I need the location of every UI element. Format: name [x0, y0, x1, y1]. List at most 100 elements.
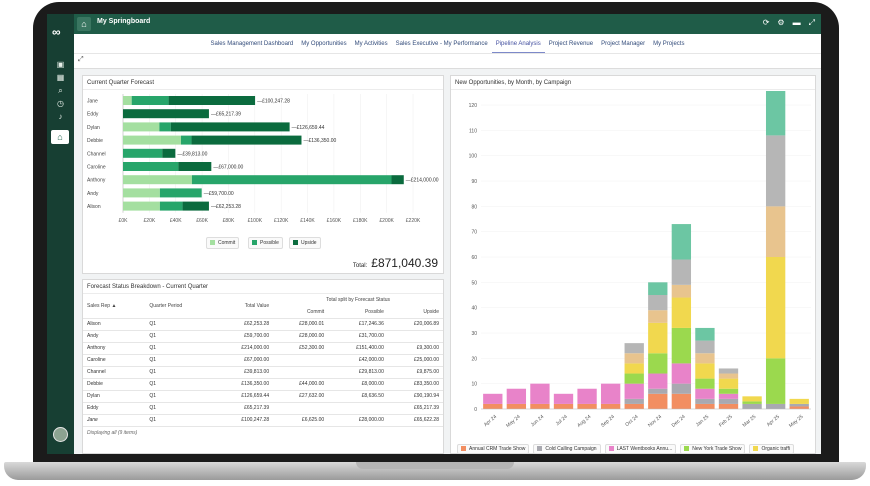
column-segment[interactable]: [695, 327, 715, 341]
tab-my-opportunities[interactable]: My Opportunities: [301, 41, 347, 47]
column-segment[interactable]: [718, 368, 739, 374]
column-segment[interactable]: [695, 363, 715, 379]
column-segment[interactable]: [648, 388, 668, 394]
column-segment[interactable]: [648, 322, 668, 354]
home-icon[interactable]: ⌂: [51, 130, 69, 144]
col-upside[interactable]: Upside: [387, 306, 443, 319]
column-segment[interactable]: [765, 206, 786, 257]
column-segment[interactable]: [671, 363, 692, 384]
tab-my-activities[interactable]: My Activities: [354, 41, 388, 47]
column-segment[interactable]: [718, 403, 739, 409]
forecast-bar-commit[interactable]: [123, 122, 160, 132]
forecast-bar-upside[interactable]: [191, 135, 302, 145]
column-segment[interactable]: [765, 257, 786, 359]
grid-icon[interactable]: ▦: [56, 73, 65, 82]
column-segment[interactable]: [671, 393, 692, 409]
forecast-bar-possible[interactable]: [181, 135, 192, 145]
sort-asc-icon[interactable]: ▲: [111, 302, 117, 309]
forecast-bar-possible[interactable]: [123, 162, 179, 171]
forecast-bar-upside[interactable]: [182, 201, 209, 211]
contacts-icon[interactable]: ▣: [56, 60, 65, 69]
table-row[interactable]: Debbie Q1 £136,350.00 £44,000.00 £8,000.00 £8…: [83, 378, 443, 391]
avatar[interactable]: [53, 427, 68, 442]
column-segment[interactable]: [624, 383, 644, 399]
column-segment[interactable]: [577, 388, 597, 404]
legend-item[interactable]: New York Trade Show: [680, 444, 746, 454]
column-segment[interactable]: [483, 393, 503, 404]
forecast-bar-possible[interactable]: [123, 148, 163, 158]
col-possible[interactable]: Possible: [328, 306, 388, 319]
column-segment[interactable]: [600, 383, 621, 404]
bell-icon[interactable]: ♪: [58, 112, 63, 121]
table-row[interactable]: Caroline Q1 £67,000.00 £42,000.00 £25,000.00: [83, 354, 443, 367]
legend-item[interactable]: Cold Calling Campaign: [533, 444, 601, 454]
column-segment[interactable]: [624, 363, 644, 374]
column-segment[interactable]: [624, 398, 644, 404]
table-row[interactable]: Channel Q1 £39,813.00 £29,813.00 £9,875.00: [83, 366, 443, 379]
column-segment[interactable]: [624, 343, 644, 354]
forecast-bar-upside[interactable]: [123, 109, 209, 119]
column-segment[interactable]: [718, 388, 739, 394]
column-segment[interactable]: [648, 353, 668, 374]
forecast-bar-upside[interactable]: [178, 162, 212, 171]
forecast-bar-commit[interactable]: [123, 188, 160, 198]
column-segment[interactable]: [765, 91, 786, 136]
tab-sales-management-dashboard[interactable]: Sales Management Dashboard: [210, 41, 294, 47]
refresh-icon[interactable]: ⟳: [762, 18, 770, 27]
column-segment[interactable]: [624, 353, 644, 364]
column-segment[interactable]: [483, 403, 503, 409]
column-segment[interactable]: [648, 295, 668, 311]
column-segment[interactable]: [648, 282, 668, 295]
tab-my-projects[interactable]: My Projects: [653, 41, 685, 47]
column-segment[interactable]: [671, 383, 692, 394]
legend-commit[interactable]: Commit: [206, 237, 240, 249]
column-segment[interactable]: [765, 135, 786, 207]
column-segment[interactable]: [671, 284, 692, 298]
forecast-bar-possible[interactable]: [191, 175, 392, 185]
column-segment[interactable]: [624, 373, 644, 384]
column-segment[interactable]: [765, 358, 786, 404]
column-segment[interactable]: [648, 310, 668, 323]
column-segment[interactable]: [506, 403, 527, 409]
column-segment[interactable]: [671, 327, 692, 364]
column-segment[interactable]: [648, 373, 668, 389]
forecast-bar-commit[interactable]: [123, 201, 160, 211]
col-commit[interactable]: Commit: [273, 306, 329, 319]
table-row[interactable]: Alison Q1 £62,253.28 £28,000.01 £17,246.36 £2…: [83, 318, 443, 331]
tab-project-manager[interactable]: Project Manager: [601, 41, 646, 47]
column-segment[interactable]: [671, 297, 692, 328]
column-segment[interactable]: [695, 388, 715, 399]
col-sales-rep[interactable]: Sales Rep ▲: [83, 294, 146, 319]
forecast-bar-possible[interactable]: [131, 96, 169, 105]
table-row[interactable]: Dylan Q1 £126,659.44 £27,632.00 £8,636.50 £90…: [83, 390, 443, 403]
fullscreen-icon[interactable]: ⤢: [808, 18, 815, 27]
column-segment[interactable]: [718, 398, 739, 404]
table-row[interactable]: Andy Q1 £59,700.00 £28,000.00 £31,700.00: [83, 330, 443, 343]
tab-sales-executive-performance[interactable]: Sales Executive - My Performance: [395, 41, 488, 47]
col-total[interactable]: Total Value: [213, 294, 274, 319]
column-segment[interactable]: [671, 224, 692, 260]
legend-item[interactable]: LAST Wentbooks Annu...: [604, 444, 677, 454]
column-segment[interactable]: [600, 403, 621, 409]
column-segment[interactable]: [553, 393, 574, 404]
column-segment[interactable]: [530, 383, 550, 404]
column-segment[interactable]: [506, 388, 527, 404]
forecast-bar-upside[interactable]: [168, 96, 256, 105]
column-segment[interactable]: [624, 403, 644, 409]
column-segment[interactable]: [742, 401, 762, 404]
tab-project-revenue[interactable]: Project Revenue: [548, 41, 594, 47]
minimize-icon[interactable]: ▬: [792, 18, 801, 27]
column-segment[interactable]: [765, 403, 786, 409]
col-quarter[interactable]: Quarter Period: [145, 294, 214, 319]
tab-pipeline-analysis[interactable]: Pipeline Analysis: [491, 34, 545, 53]
column-segment[interactable]: [742, 396, 762, 402]
clock-icon[interactable]: ◷: [57, 99, 64, 108]
column-segment[interactable]: [742, 403, 762, 409]
column-segment[interactable]: [718, 378, 739, 389]
forecast-bar-possible[interactable]: [159, 188, 202, 198]
column-segment[interactable]: [695, 353, 715, 364]
expand-icon[interactable]: ⤢: [78, 56, 84, 63]
column-segment[interactable]: [671, 259, 692, 285]
column-segment[interactable]: [577, 403, 597, 409]
forecast-bar-commit[interactable]: [123, 135, 181, 145]
